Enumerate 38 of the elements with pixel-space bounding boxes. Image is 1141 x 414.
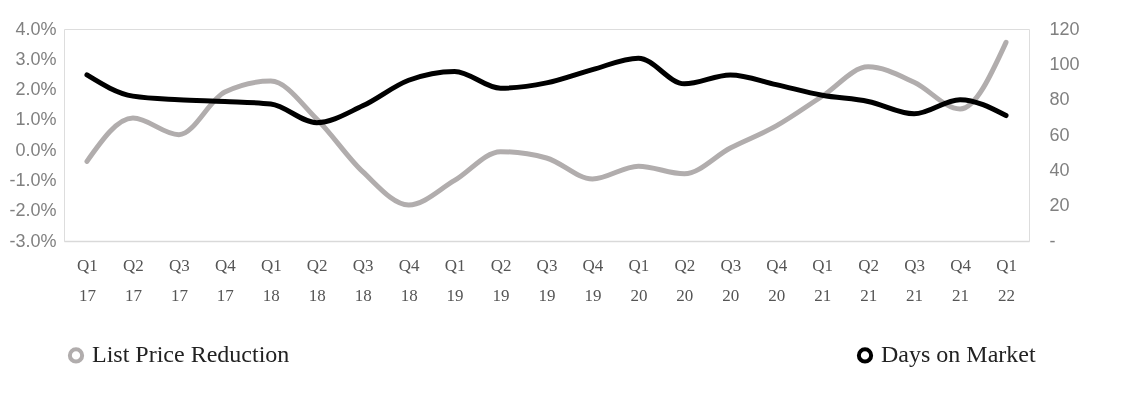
x-tick-label: Q3 21 [904,255,926,305]
legend-label: List Price Reduction [92,341,290,368]
x-tick-label: Q1 20 [628,255,650,305]
y-tick-label: 4.0% [15,18,57,39]
y-tick-label: -3.0% [9,230,57,251]
x-tick-label: Q3 17 [168,255,190,305]
x-tick-label: Q2 21 [858,255,880,305]
x-tick-label: Q3 20 [720,255,742,305]
y2-tick-label: 120 [1049,18,1080,39]
x-tick-label: Q1 19 [444,255,466,305]
x-tick-label: Q4 18 [398,255,421,305]
x-tick-label: Q1 21 [812,255,834,305]
x-tick-label: Q4 19 [582,255,604,305]
y-tick-label: 3.0% [15,48,57,69]
y-tick-label: 1.0% [15,109,57,130]
x-tick-label: Q2 20 [674,255,696,305]
y2-tick-label: 60 [1049,124,1070,145]
y-tick-label: 2.0% [15,79,57,100]
y-tick-label: -1.0% [9,169,57,190]
x-tick-label: Q3 19 [536,255,558,305]
y2-tick-label: 40 [1049,159,1070,180]
x-tick-label: Q1 22 [996,255,1017,305]
x-tick-label: Q1 17 [77,255,98,305]
y2-tick-label: 80 [1049,89,1070,110]
x-tick-label: Q4 17 [214,255,237,305]
y-tick-label: 0.0% [15,139,57,160]
x-tick-label: Q3 18 [352,255,374,305]
x-tick-label: Q4 20 [766,255,788,305]
x-tick-label: Q2 19 [490,255,512,305]
x-tick-label: Q2 17 [123,255,144,305]
y-tick-label: -2.0% [9,200,57,221]
y2-tick-label: 20 [1049,195,1070,216]
x-tick-label: Q1 18 [260,255,282,305]
y2-tick-label: 100 [1049,53,1080,74]
legend-label: Days on Market [881,341,1036,368]
y2-tick-label: - [1049,230,1056,251]
x-tick-label: Q2 18 [306,255,328,305]
x-tick-label: Q4 21 [950,255,972,305]
